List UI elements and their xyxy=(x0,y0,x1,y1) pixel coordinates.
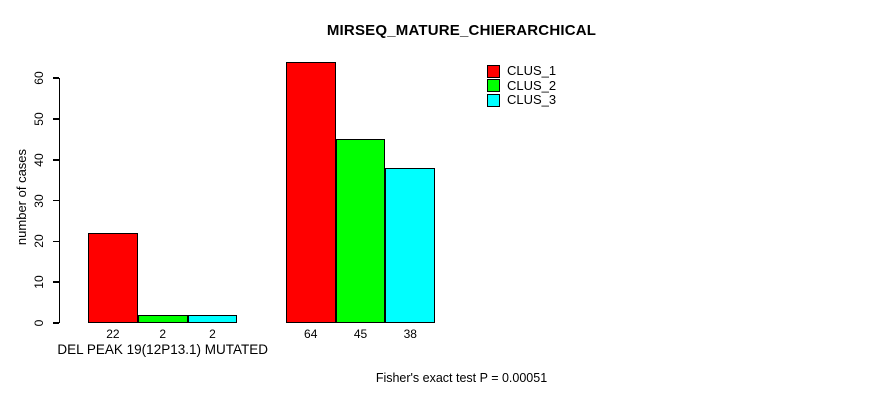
y-axis-tick-label: 30 xyxy=(32,193,46,208)
y-axis-tick xyxy=(52,77,59,79)
annotation-text: Fisher's exact test P = 0.00051 xyxy=(375,371,548,385)
x-category-label: DEL PEAK 19(12P13.1) MUTATED xyxy=(57,342,268,357)
bar-value-label: 38 xyxy=(403,327,417,341)
bar-value-label: 22 xyxy=(106,327,120,341)
legend-item: CLUS_3 xyxy=(487,93,556,108)
y-axis-line xyxy=(58,78,60,323)
bar-clus_2-group2 xyxy=(335,139,386,323)
legend: CLUS_1 CLUS_2 CLUS_3 xyxy=(487,64,556,108)
y-axis-tick-label: 60 xyxy=(32,71,46,85)
bar-clus_1-group2 xyxy=(285,61,336,323)
chart-title: MIRSEQ_MATURE_CHIERARCHICAL xyxy=(326,22,597,39)
legend-swatch-clus_3 xyxy=(487,93,500,107)
y-axis-tick xyxy=(52,199,59,202)
y-axis-tick xyxy=(52,281,59,283)
y-axis-tick-label: 50 xyxy=(32,112,46,126)
legend-swatch-clus_1 xyxy=(487,64,500,78)
bar-clus_3-group1 xyxy=(187,314,238,323)
legend-label: CLUS_3 xyxy=(507,92,557,108)
y-axis-tick xyxy=(52,322,59,324)
legend-swatch-clus_2 xyxy=(487,79,500,93)
y-axis-tick-label: 10 xyxy=(32,275,46,289)
legend-label: CLUS_1 xyxy=(507,63,557,79)
bar-value-label: 64 xyxy=(304,327,318,341)
bar-clus_1-group1 xyxy=(88,233,138,323)
y-axis-tick-label: 20 xyxy=(32,234,46,249)
bar-value-label: 45 xyxy=(353,327,368,341)
bar-value-label: 2 xyxy=(159,327,167,341)
legend-item: CLUS_2 xyxy=(487,77,557,94)
bar-value-label: 2 xyxy=(209,327,216,341)
y-axis-tick xyxy=(52,159,59,161)
y-axis-tick-label: 40 xyxy=(32,153,46,167)
y-axis-title: number of cases xyxy=(14,148,29,246)
y-axis-tick-label: 0 xyxy=(32,319,46,327)
legend-label: CLUS_2 xyxy=(507,77,557,93)
legend-item: CLUS_1 xyxy=(487,64,556,79)
bar-clus_2-group1 xyxy=(137,314,188,323)
y-axis-tick xyxy=(52,118,59,120)
y-axis-tick xyxy=(52,240,59,243)
bar-clus_3-group2 xyxy=(385,167,436,323)
